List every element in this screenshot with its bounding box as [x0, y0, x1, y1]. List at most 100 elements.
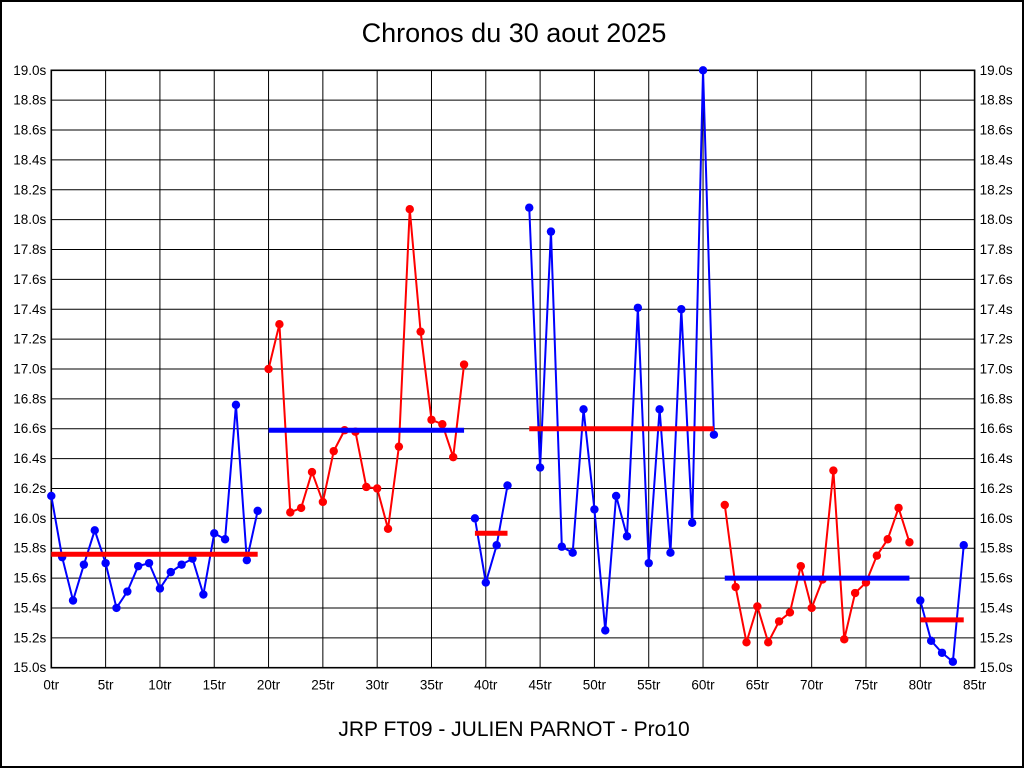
stint-4-lap-45-marker: [535, 463, 545, 472]
y-tick-label-right: 16.2s: [980, 481, 1013, 496]
stint-1-lap-14-marker: [199, 590, 208, 599]
stint-2-lap-22-marker: [286, 508, 295, 517]
stint-2-lap-37-marker: [449, 452, 458, 462]
stint-4-lap-51-marker: [601, 626, 610, 635]
y-tick-label-left: 16.0s: [13, 511, 46, 526]
stint-2-lap-20-marker: [264, 364, 273, 374]
stint-1-lap-5-marker: [101, 558, 110, 568]
x-tick-label: 10tr: [148, 678, 172, 693]
y-tick-label-right: 18.0s: [980, 212, 1013, 227]
y-tick-label-right: 18.4s: [980, 152, 1013, 167]
y-tick-label-right: 15.6s: [980, 571, 1013, 586]
x-tick-label: 75tr: [854, 678, 878, 693]
x-tick-label: 80tr: [909, 678, 933, 693]
stint-4-lap-49-marker: [579, 405, 588, 414]
x-tick-label: 30tr: [366, 678, 390, 693]
stint-5-lap-69-marker: [796, 561, 806, 571]
x-tick-label: 20tr: [257, 678, 281, 693]
stint-1-lap-11-marker: [166, 567, 175, 577]
x-tick-label: 40tr: [474, 678, 498, 693]
chart-subtitle: JRP FT09 - JULIEN PARNOT - Pro10: [338, 718, 690, 741]
stint-2-lap-26-marker: [329, 446, 338, 456]
stint-4-lap-56-marker: [655, 405, 664, 414]
y-tick-label-left: 16.6s: [13, 421, 46, 436]
stint-4-lap-48-marker: [568, 548, 577, 557]
stint-1-lap-7-marker: [123, 587, 132, 596]
x-tick-label: 55tr: [637, 678, 661, 693]
stint-1-lap-8-marker: [133, 561, 143, 571]
stint-5-lap-74-marker: [850, 588, 860, 598]
stint-6-lap-80-marker: [916, 596, 925, 605]
x-tick-label: 0tr: [43, 678, 59, 693]
stint-2-lap-30-marker: [372, 484, 382, 493]
stint-1-lap-2-marker: [68, 596, 78, 605]
y-tick-label-left: 15.0s: [13, 660, 46, 675]
stint-4-lap-58-marker: [677, 305, 686, 314]
y-tick-label-left: 18.0s: [13, 212, 46, 227]
stint-1-line: [50, 404, 259, 611]
y-tick-label-left: 15.2s: [13, 630, 46, 645]
x-tick-label: 85tr: [963, 678, 987, 693]
y-tick-label-right: 15.2s: [980, 630, 1013, 645]
y-tick-label-right: 16.8s: [980, 391, 1013, 406]
y-tick-label-right: 17.0s: [980, 362, 1013, 377]
stint-2-lap-34-marker: [416, 327, 425, 336]
y-tick-label-right: 16.6s: [980, 421, 1013, 436]
stint-6-lap-82-marker: [937, 648, 947, 657]
y-tick-label-left: 17.8s: [13, 242, 46, 257]
stint-4-lap-61-marker: [709, 430, 719, 439]
plot-frame: [50, 69, 976, 669]
y-tick-label-left: 18.2s: [13, 182, 46, 197]
stint-5-lap-73-marker: [840, 635, 849, 644]
stint-5-lap-77-marker: [883, 535, 892, 544]
stint-3-lap-42-marker: [503, 481, 512, 490]
stint-3-lap-40-marker: [481, 578, 490, 587]
stint-6-lap-81-marker: [926, 636, 936, 646]
y-tick-label-right: 17.4s: [980, 302, 1013, 317]
stint-2-lap-25-marker: [318, 497, 328, 507]
y-tick-label-right: 18.8s: [980, 93, 1013, 108]
stint-4-lap-57-marker: [666, 548, 675, 557]
stint-1-lap-16-marker: [220, 535, 230, 544]
stint-1-lap-0-marker: [47, 491, 56, 501]
stint-5-lap-78-marker: [894, 503, 903, 513]
x-tick-label: 35tr: [420, 678, 444, 693]
stint-1-lap-19-marker: [253, 506, 262, 516]
stint-4-lap-53-marker: [622, 532, 632, 541]
stint-5-lap-79-marker: [905, 538, 914, 547]
stint-1-lap-12-marker: [177, 560, 186, 569]
stint-3-line: [473, 485, 509, 583]
stint-4-lap-54-marker: [633, 303, 643, 312]
stint-3-lap-41-marker: [492, 541, 501, 550]
y-tick-label-right: 16.0s: [980, 511, 1013, 526]
x-tick-label: 15tr: [203, 678, 227, 693]
stint-4-line: [528, 70, 715, 631]
stint-4-lap-50-marker: [590, 505, 599, 514]
stint-5-lap-66-marker: [764, 638, 773, 647]
y-tick-label-right: 15.0s: [980, 660, 1013, 675]
stint-5-lap-62-marker: [720, 500, 729, 510]
stint-5-line: [723, 470, 911, 645]
stint-5-lap-64-marker: [742, 638, 751, 647]
y-tick-label-left: 15.4s: [13, 600, 46, 615]
stint-2-lap-33-marker: [405, 204, 414, 214]
y-tick-label-right: 18.6s: [980, 123, 1013, 138]
stint-4-lap-60-marker: [698, 66, 708, 75]
y-tick-label-right: 15.8s: [980, 541, 1013, 556]
stint-1-lap-15-marker: [210, 529, 219, 538]
chart-title: Chronos du 30 aout 2025: [361, 18, 667, 48]
y-tick-label-left: 16.8s: [13, 391, 46, 406]
stint-1-lap-18-marker: [242, 555, 252, 565]
y-tick-label-left: 17.6s: [13, 272, 46, 287]
stint-4-lap-55-marker: [644, 558, 653, 568]
y-tick-label-left: 17.2s: [13, 332, 46, 347]
stint-5-lap-72-marker: [829, 466, 838, 475]
stint-4-lap-47-marker: [557, 542, 567, 551]
stint-2-lap-21-marker: [275, 319, 284, 329]
stint-2-lap-35-marker: [427, 415, 436, 424]
y-tick-label-left: 17.4s: [13, 302, 46, 317]
stint-6-lap-83-marker: [948, 657, 958, 666]
stint-6-lap-84-marker: [959, 541, 968, 550]
y-tick-label-left: 18.8s: [13, 93, 46, 108]
